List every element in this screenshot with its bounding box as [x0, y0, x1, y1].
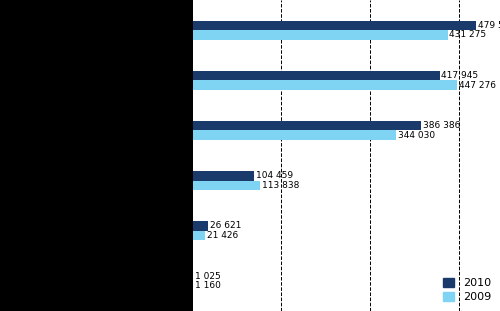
Bar [192, 21, 476, 30]
Bar [192, 71, 440, 80]
Legend: 2010, 2009: 2010, 2009 [440, 275, 494, 305]
Bar [192, 231, 205, 240]
Text: 1 025: 1 025 [195, 272, 220, 281]
Bar [192, 221, 208, 231]
Text: 447 276: 447 276 [459, 81, 496, 90]
Text: 479 596: 479 596 [478, 21, 500, 30]
Bar [192, 80, 457, 90]
Text: 386 386: 386 386 [423, 121, 460, 130]
Bar [192, 181, 260, 190]
Text: 104 459: 104 459 [256, 171, 293, 180]
Text: 344 030: 344 030 [398, 131, 435, 140]
Bar [192, 130, 396, 140]
Text: 113 838: 113 838 [262, 181, 299, 190]
Text: 26 621: 26 621 [210, 221, 242, 230]
Bar [192, 30, 448, 39]
Text: 417 945: 417 945 [442, 71, 478, 80]
Text: 431 275: 431 275 [450, 30, 486, 39]
Bar [192, 171, 254, 181]
Text: 21 426: 21 426 [207, 231, 238, 240]
Bar [192, 121, 421, 130]
Text: 1 160: 1 160 [195, 281, 221, 290]
Bar [192, 272, 193, 281]
Bar [192, 281, 193, 290]
